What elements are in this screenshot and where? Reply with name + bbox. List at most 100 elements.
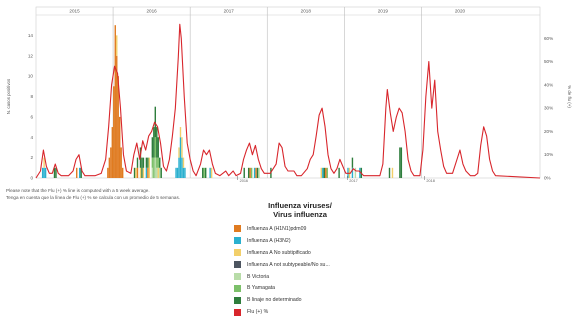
y-right-tick-label: 0% <box>544 176 551 181</box>
bar-segment <box>116 55 118 178</box>
year-label: 2017 <box>224 9 235 14</box>
legend-label: B Yamagata <box>247 285 276 292</box>
bar-segment <box>178 157 180 178</box>
bar-segment <box>210 167 213 178</box>
bar-segment <box>399 147 401 178</box>
legend-item[interactable]: Influenza A not subtypeable/No su... <box>234 259 374 271</box>
bar-segment <box>145 157 148 168</box>
bar-segment <box>154 157 156 178</box>
y-left-tick-label: 14 <box>28 33 34 38</box>
bar-segment <box>184 167 186 178</box>
bar-segment <box>388 167 391 178</box>
bar-segment <box>139 167 142 178</box>
bar-segment <box>182 157 185 168</box>
bar-segment <box>121 167 124 178</box>
legend-swatch <box>234 273 241 280</box>
bar-segment <box>154 106 156 138</box>
bar-segment <box>156 157 158 168</box>
bar-segment <box>157 137 159 158</box>
bar-segment <box>202 167 204 178</box>
bar-segment <box>322 167 324 178</box>
legend-item[interactable]: B Yamagata <box>234 282 374 294</box>
grid <box>35 6 541 179</box>
note-spanish: Tenga en cuenta que la línea de Flu (+) … <box>6 195 181 200</box>
bar-segment <box>55 167 57 178</box>
plot-frame <box>35 6 541 179</box>
legend-title-english: Influenza viruses/ <box>268 201 332 210</box>
bar-segment <box>323 167 325 178</box>
bar-segment <box>157 157 159 168</box>
bar-segment <box>153 127 155 158</box>
bar-segment <box>256 167 259 178</box>
year-label: 2015 <box>69 9 80 14</box>
y-right-tick-label: 10% <box>544 152 553 157</box>
bar-segment <box>391 167 394 178</box>
bar-segment <box>160 167 162 178</box>
y-left-tick-label: 0 <box>30 176 33 181</box>
bar-segment <box>135 167 137 178</box>
note-english: Please note that the Flu (+) % line is c… <box>6 188 150 193</box>
bar-segment <box>44 167 47 178</box>
y-left-tick-label: 2 <box>30 155 33 160</box>
bar-segment <box>80 167 82 178</box>
legend-title-spanish: Virus influenza <box>273 210 327 219</box>
bar-segment <box>147 157 149 168</box>
bar-segment <box>156 127 158 158</box>
x-marker-label: 2017 <box>349 179 357 183</box>
y-left-tick-label: 4 <box>30 135 33 140</box>
bar-segment <box>151 167 154 178</box>
bar-segment <box>179 127 182 138</box>
legend-swatch <box>234 284 241 292</box>
x-marker-label: 2016 <box>240 179 248 183</box>
bar-segment <box>78 167 81 178</box>
bar-segment <box>175 167 177 178</box>
bar-segment <box>400 147 403 178</box>
bar-segment <box>182 167 185 178</box>
legend-label: Flu (+) % <box>247 309 269 316</box>
bar-segment <box>43 157 45 168</box>
bar-segment <box>111 127 114 178</box>
bar-segment <box>117 76 119 178</box>
x-marker-label: 2018 <box>426 179 434 183</box>
bar-segment <box>338 167 340 178</box>
bar-segment <box>153 157 155 178</box>
bar-segment <box>325 167 327 178</box>
bar-segment <box>76 167 78 178</box>
legend-swatch <box>234 225 241 233</box>
legend-item[interactable]: Influenza A (H3N2) <box>234 235 374 247</box>
bar-segment <box>359 167 361 178</box>
bar-segment <box>108 157 111 178</box>
bar-segment <box>145 167 148 178</box>
legend-label: Influenza A not subtypeable/No su... <box>247 261 330 268</box>
bar-segment <box>243 167 245 178</box>
bar-segment <box>147 167 149 178</box>
legend-swatch <box>234 296 241 304</box>
bar-segment <box>151 137 154 158</box>
bar-segment <box>249 167 251 178</box>
y-right-tick-label: 60% <box>544 36 553 41</box>
y-left-tick-label: 12 <box>28 53 34 58</box>
y-right-tick-label: 30% <box>544 106 553 111</box>
legend-item[interactable]: Flu (+) % <box>234 306 374 318</box>
legend-item[interactable]: Influenza A No subtipificado <box>234 247 374 259</box>
y-right-tick-label: 40% <box>544 82 553 87</box>
bar-segment <box>142 157 145 168</box>
bar-segment <box>320 167 323 178</box>
year-label: 2016 <box>147 9 158 14</box>
bar-segment <box>120 147 122 178</box>
bar-segment <box>113 86 115 178</box>
year-label: 2019 <box>378 9 389 14</box>
bar-segment <box>204 167 207 178</box>
bar-segment <box>178 147 180 158</box>
legend-item[interactable]: B linaje no determinado <box>234 294 374 306</box>
legend-swatch <box>234 308 241 316</box>
bar-segment <box>351 157 354 168</box>
legend-label: Influenza A No subtipificado <box>247 249 311 256</box>
bar-segment <box>116 35 118 56</box>
bar-segment <box>159 167 161 178</box>
legend-item[interactable]: B Victoria <box>234 271 374 283</box>
bar-segment <box>156 167 158 178</box>
legend-item[interactable]: Influenza A (H1N1)pdm09 <box>234 223 374 235</box>
y-left-tick-label: 6 <box>30 114 33 119</box>
bar-segment <box>53 167 56 178</box>
